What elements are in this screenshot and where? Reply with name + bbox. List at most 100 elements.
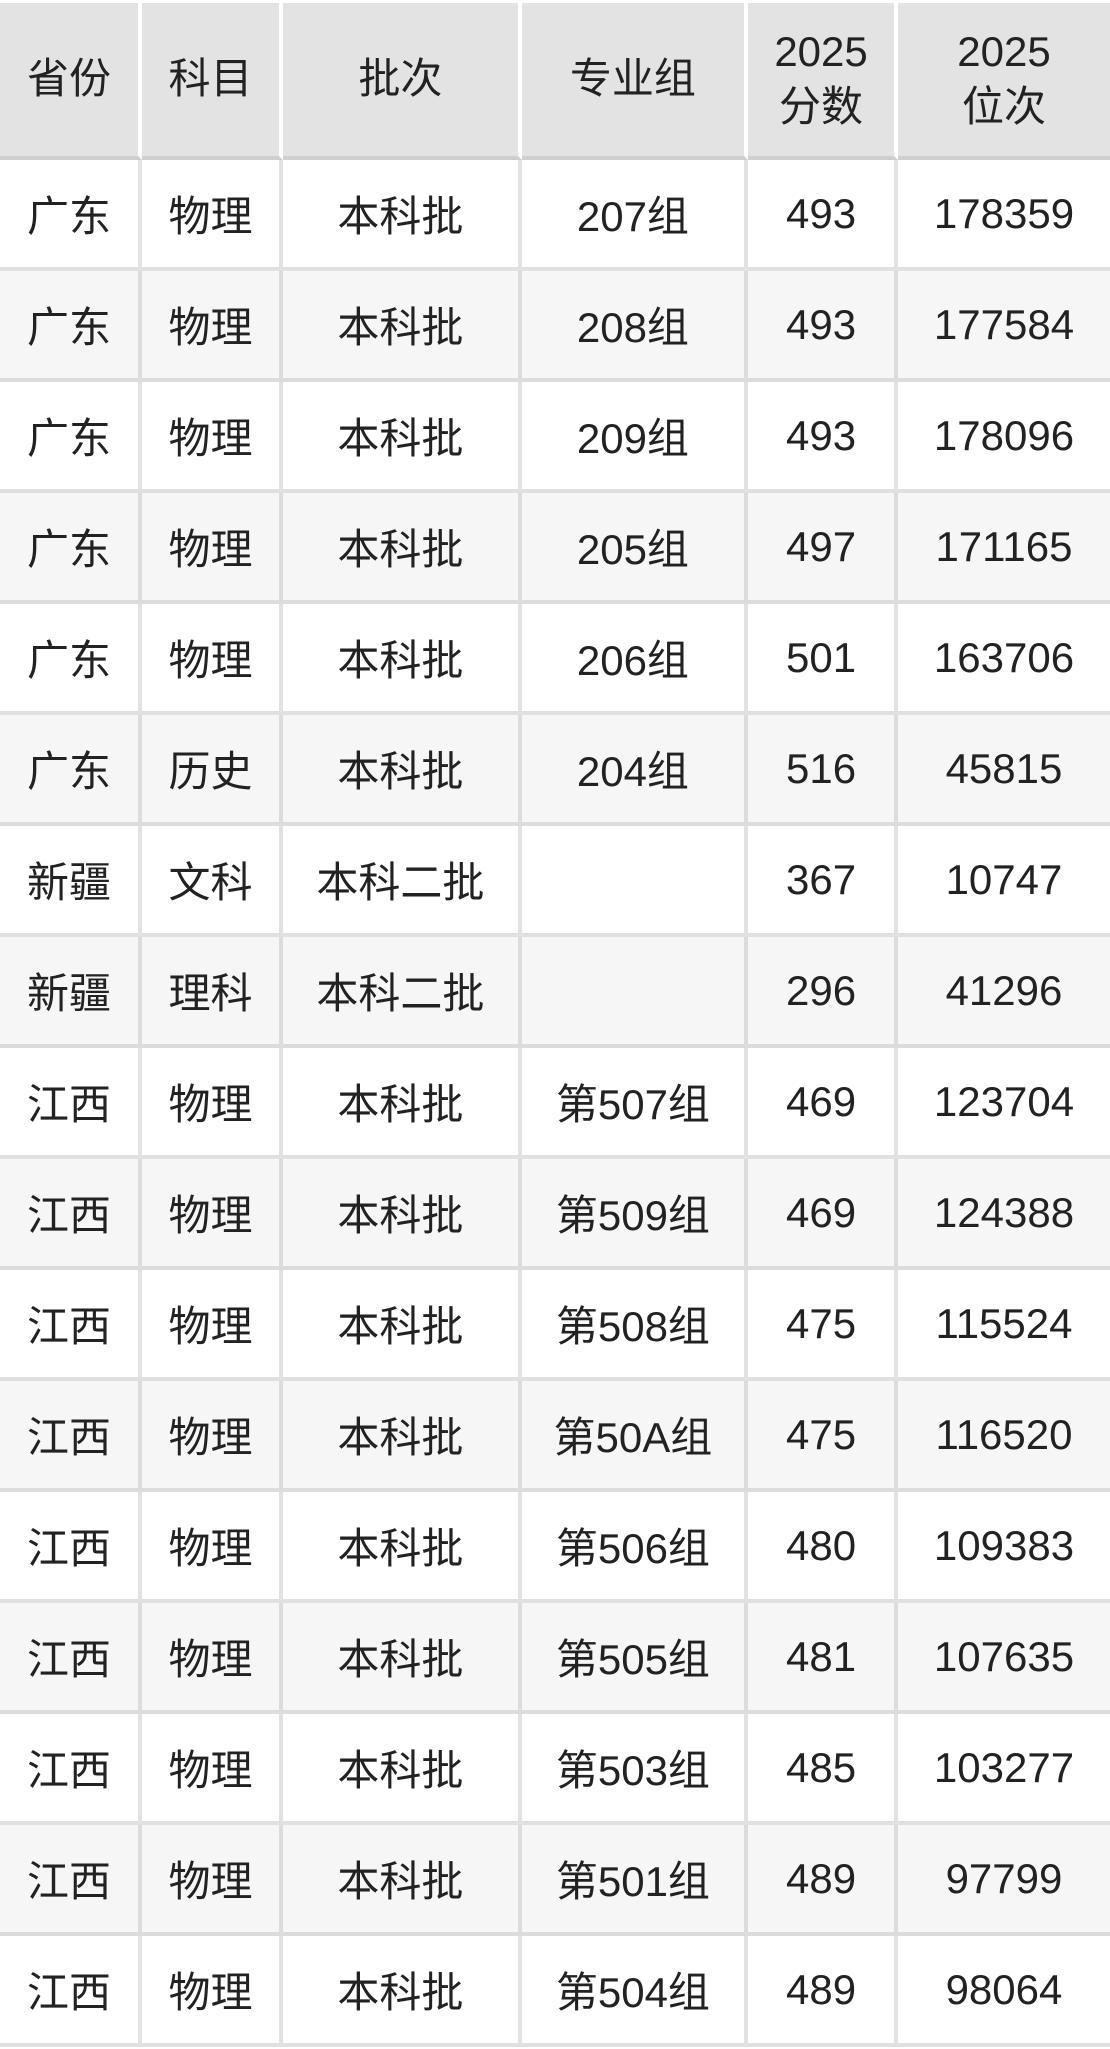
cell-rank-2025: 109383 bbox=[897, 1492, 1110, 1603]
cell-rank-2025: 116520 bbox=[897, 1381, 1110, 1492]
cell-score-2025: 493 bbox=[748, 271, 898, 382]
cell-province: 江西 bbox=[0, 1159, 143, 1270]
cell-major-group bbox=[521, 826, 749, 937]
cell-batch: 本科批 bbox=[283, 604, 522, 715]
cell-score-2025: 485 bbox=[748, 1714, 898, 1825]
cell-score-2025: 501 bbox=[748, 604, 898, 715]
cell-province: 江西 bbox=[0, 1936, 143, 2047]
cell-province: 广东 bbox=[0, 715, 143, 826]
cell-province: 广东 bbox=[0, 382, 143, 493]
cell-batch: 本科批 bbox=[283, 1381, 522, 1492]
cell-subject: 物理 bbox=[142, 1936, 284, 2047]
cell-province: 江西 bbox=[0, 1270, 143, 1381]
cell-province: 江西 bbox=[0, 1381, 143, 1492]
cell-score-2025: 516 bbox=[748, 715, 898, 826]
cell-batch: 本科批 bbox=[283, 1270, 522, 1381]
cell-major-group: 206组 bbox=[521, 604, 749, 715]
table-row: 新疆 文科 本科二批 367 10747 bbox=[0, 826, 1110, 937]
cell-score-2025: 493 bbox=[748, 382, 898, 493]
table-row: 广东 历史 本科批 204组 516 45815 bbox=[0, 715, 1110, 826]
table-body: 广东 物理 本科批 207组 493 178359 广东 物理 本科批 208组 493 177584… bbox=[0, 160, 1110, 2047]
table-row: 江西 物理 本科批 第505组 481 107635 bbox=[0, 1603, 1110, 1714]
cell-major-group: 第501组 bbox=[521, 1825, 749, 1936]
cell-subject: 物理 bbox=[142, 160, 284, 271]
cell-batch: 本科批 bbox=[283, 160, 522, 271]
cell-score-2025: 489 bbox=[748, 1825, 898, 1936]
cell-major-group: 第506组 bbox=[521, 1492, 749, 1603]
cell-batch: 本科批 bbox=[283, 1714, 522, 1825]
cell-major-group: 207组 bbox=[521, 160, 749, 271]
table-row: 广东 物理 本科批 207组 493 178359 bbox=[0, 160, 1110, 271]
cell-batch: 本科二批 bbox=[283, 937, 522, 1048]
table-row: 江西 物理 本科批 第50A组 475 116520 bbox=[0, 1381, 1110, 1492]
cell-subject: 物理 bbox=[142, 1825, 284, 1936]
column-header-major-group: 专业组 bbox=[521, 3, 749, 160]
column-header-score-2025: 2025 分数 bbox=[748, 3, 898, 160]
cell-rank-2025: 163706 bbox=[897, 604, 1110, 715]
table-header-row: 省份 科目 批次 专业组 2025 分数 2025 位次 bbox=[0, 3, 1110, 160]
cell-province: 江西 bbox=[0, 1048, 143, 1159]
admission-scores-table: 省份 科目 批次 专业组 2025 分数 2025 位次 广东 物理 本科批 207组 493 17… bbox=[0, 3, 1110, 2047]
cell-major-group: 第505组 bbox=[521, 1603, 749, 1714]
table-row: 广东 物理 本科批 209组 493 178096 bbox=[0, 382, 1110, 493]
table-row: 江西 物理 本科批 第507组 469 123704 bbox=[0, 1048, 1110, 1159]
cell-province: 广东 bbox=[0, 493, 143, 604]
cell-rank-2025: 171165 bbox=[897, 493, 1110, 604]
cell-major-group: 205组 bbox=[521, 493, 749, 604]
cell-rank-2025: 97799 bbox=[897, 1825, 1110, 1936]
cell-batch: 本科批 bbox=[283, 1603, 522, 1714]
column-header-province: 省份 bbox=[0, 3, 143, 160]
column-header-subject: 科目 bbox=[142, 3, 284, 160]
table-row: 广东 物理 本科批 208组 493 177584 bbox=[0, 271, 1110, 382]
cell-score-2025: 296 bbox=[748, 937, 898, 1048]
cell-subject: 物理 bbox=[142, 1492, 284, 1603]
cell-rank-2025: 124388 bbox=[897, 1159, 1110, 1270]
cell-major-group: 209组 bbox=[521, 382, 749, 493]
cell-subject: 文科 bbox=[142, 826, 284, 937]
cell-province: 新疆 bbox=[0, 937, 143, 1048]
cell-major-group: 第504组 bbox=[521, 1936, 749, 2047]
cell-major-group: 第508组 bbox=[521, 1270, 749, 1381]
cell-batch: 本科批 bbox=[283, 1492, 522, 1603]
cell-score-2025: 469 bbox=[748, 1159, 898, 1270]
cell-score-2025: 475 bbox=[748, 1270, 898, 1381]
cell-subject: 物理 bbox=[142, 1714, 284, 1825]
cell-rank-2025: 41296 bbox=[897, 937, 1110, 1048]
page: 省份 科目 批次 专业组 2025 分数 2025 位次 广东 物理 本科批 207组 493 17… bbox=[0, 3, 1110, 2047]
cell-score-2025: 367 bbox=[748, 826, 898, 937]
cell-score-2025: 489 bbox=[748, 1936, 898, 2047]
cell-rank-2025: 178096 bbox=[897, 382, 1110, 493]
cell-province: 江西 bbox=[0, 1825, 143, 1936]
cell-score-2025: 475 bbox=[748, 1381, 898, 1492]
cell-major-group bbox=[521, 937, 749, 1048]
cell-rank-2025: 123704 bbox=[897, 1048, 1110, 1159]
cell-rank-2025: 178359 bbox=[897, 160, 1110, 271]
cell-rank-2025: 103277 bbox=[897, 1714, 1110, 1825]
cell-rank-2025: 98064 bbox=[897, 1936, 1110, 2047]
cell-province: 江西 bbox=[0, 1603, 143, 1714]
cell-rank-2025: 115524 bbox=[897, 1270, 1110, 1381]
cell-province: 广东 bbox=[0, 604, 143, 715]
cell-province: 新疆 bbox=[0, 826, 143, 937]
cell-subject: 物理 bbox=[142, 1159, 284, 1270]
cell-subject: 理科 bbox=[142, 937, 284, 1048]
cell-subject: 物理 bbox=[142, 1048, 284, 1159]
table-row: 江西 物理 本科批 第501组 489 97799 bbox=[0, 1825, 1110, 1936]
cell-major-group: 第509组 bbox=[521, 1159, 749, 1270]
cell-batch: 本科批 bbox=[283, 382, 522, 493]
cell-batch: 本科批 bbox=[283, 1825, 522, 1936]
cell-major-group: 204组 bbox=[521, 715, 749, 826]
table-row: 广东 物理 本科批 206组 501 163706 bbox=[0, 604, 1110, 715]
cell-batch: 本科批 bbox=[283, 1936, 522, 2047]
table-row: 江西 物理 本科批 第504组 489 98064 bbox=[0, 1936, 1110, 2047]
cell-province: 江西 bbox=[0, 1492, 143, 1603]
cell-subject: 物理 bbox=[142, 271, 284, 382]
cell-score-2025: 497 bbox=[748, 493, 898, 604]
cell-batch: 本科二批 bbox=[283, 826, 522, 937]
cell-major-group: 第507组 bbox=[521, 1048, 749, 1159]
cell-subject: 物理 bbox=[142, 382, 284, 493]
table-row: 江西 物理 本科批 第506组 480 109383 bbox=[0, 1492, 1110, 1603]
cell-score-2025: 480 bbox=[748, 1492, 898, 1603]
column-header-rank-2025: 2025 位次 bbox=[897, 3, 1110, 160]
cell-major-group: 208组 bbox=[521, 271, 749, 382]
